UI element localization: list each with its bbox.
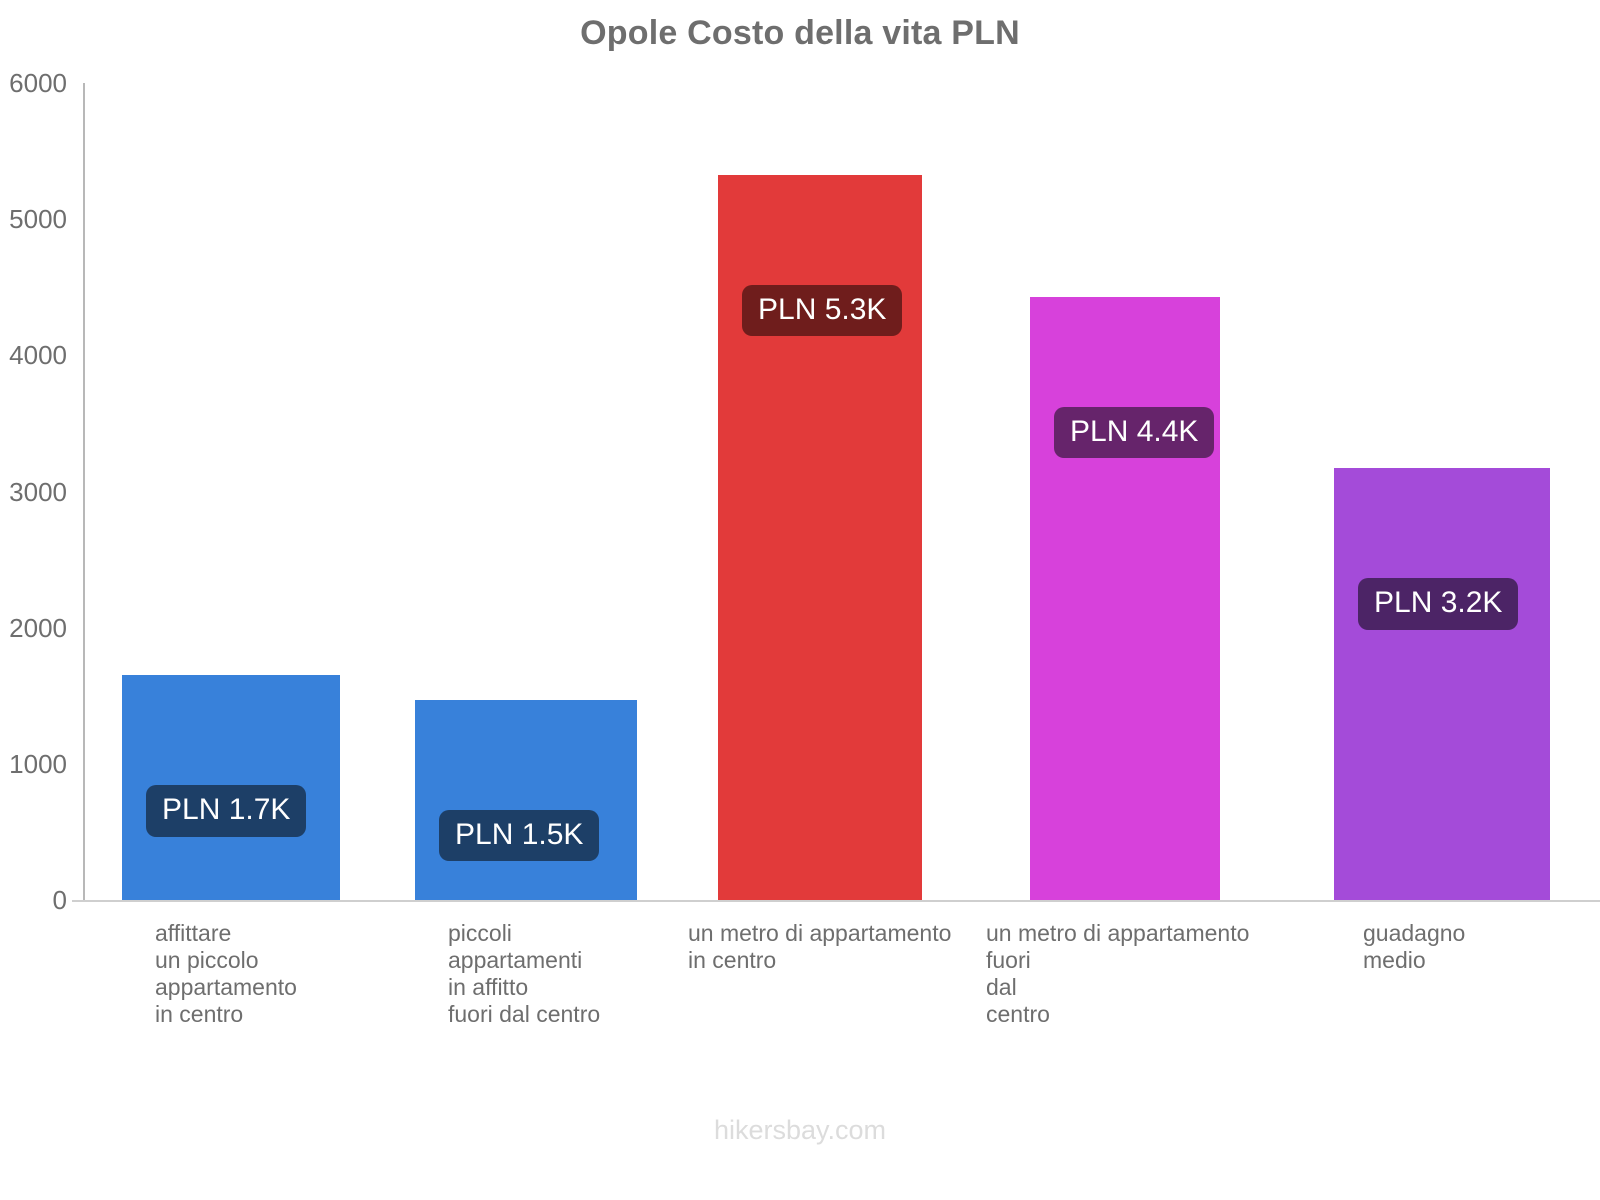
y-axis-tick-label: 1000: [9, 748, 67, 779]
x-axis-category-label: piccoli appartamenti in affitto fuori da…: [448, 920, 601, 1027]
y-axis-tick-label: 2000: [9, 612, 67, 643]
y-axis-line: [83, 83, 85, 900]
bar-value-label: PLN 1.5K: [439, 809, 600, 862]
bar-value-label: PLN 4.4K: [1054, 406, 1215, 459]
bar[interactable]: [1334, 468, 1550, 900]
bar-value-label: PLN 1.7K: [146, 785, 307, 837]
bar[interactable]: [718, 174, 922, 900]
y-axis-tick-label: 3000: [9, 476, 67, 507]
footer-watermark: hikersbay.com: [713, 1115, 887, 1145]
x-axis-line: [72, 900, 1600, 902]
x-axis-category-label: guadagno medio: [1363, 920, 1466, 973]
chart-title: Opole Costo della vita PLN: [580, 14, 1020, 52]
y-axis-tick-label: 0: [52, 885, 67, 915]
plot-area: PLN 1.7K PLN 1.5K PLN 5.3K PLN 4.4K PLN 3.2K: [83, 83, 1550, 900]
y-axis-tick-label: 5000: [9, 204, 67, 235]
x-axis-category-label: affittare un piccolo appartamento in cen…: [155, 920, 297, 1027]
bar-value-label: PLN 5.3K: [742, 284, 903, 337]
x-axis-category-label: un metro di appartamento in centro: [688, 920, 952, 973]
bar[interactable]: [1030, 296, 1220, 900]
bar-value-label: PLN 3.2K: [1358, 578, 1519, 630]
y-axis-tick-label: 4000: [9, 340, 67, 371]
y-axis-tick-label: 6000: [9, 68, 67, 98]
x-axis-category-label: un metro di appartamento fuori dal centr…: [986, 920, 1250, 1027]
bar[interactable]: [415, 699, 637, 900]
